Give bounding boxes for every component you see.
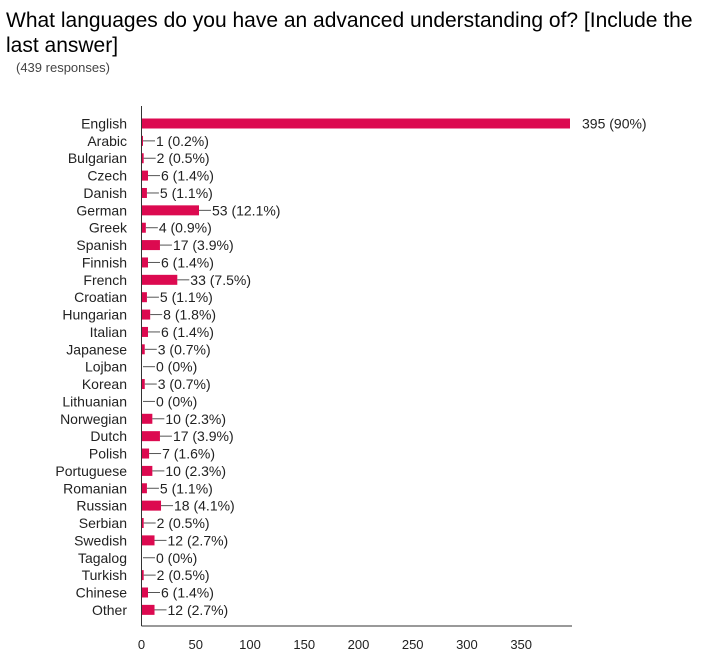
- bar: [141, 187, 147, 198]
- value-label: 10 (2.3%): [165, 411, 226, 427]
- category-label: Czech: [87, 168, 127, 184]
- category-label: Spanish: [76, 237, 127, 253]
- value-label: 18 (4.1%): [174, 498, 235, 514]
- bar: [141, 448, 150, 459]
- category-label: Polish: [89, 446, 127, 462]
- value-label: 17 (3.9%): [173, 237, 234, 253]
- value-label: 1 (0.2%): [156, 133, 209, 149]
- bar: [141, 587, 149, 598]
- value-label: 17 (3.9%): [173, 428, 234, 444]
- category-label: Bulgarian: [68, 150, 127, 166]
- bar: [141, 500, 162, 511]
- category-label: Lithuanian: [62, 393, 127, 409]
- value-label: 7 (1.6%): [162, 446, 215, 462]
- bars-group: English 395 (90%) Arabic 1 (0.2%) Bulgarian 2…: [55, 116, 646, 618]
- bar: [141, 535, 155, 546]
- category-label: Russian: [76, 498, 127, 514]
- category-label: Romanian: [63, 480, 127, 496]
- category-label: Japanese: [66, 341, 127, 357]
- value-label: 0 (0%): [156, 550, 197, 566]
- x-tick-label: 0: [138, 637, 145, 652]
- x-tick-label: 250: [402, 637, 424, 652]
- category-label: Turkish: [82, 567, 127, 583]
- category-label: Greek: [89, 220, 128, 236]
- value-label: 2 (0.5%): [157, 515, 210, 531]
- category-label: Dutch: [90, 428, 127, 444]
- value-label: 2 (0.5%): [157, 150, 210, 166]
- bar: [141, 604, 155, 615]
- category-label: German: [76, 202, 127, 218]
- x-tick-label: 150: [293, 637, 315, 652]
- bar: [141, 170, 149, 181]
- category-label: Italian: [90, 324, 127, 340]
- bar: [141, 205, 199, 216]
- category-label: Swedish: [74, 532, 127, 548]
- value-label: 5 (1.1%): [160, 289, 213, 305]
- category-label: Portuguese: [55, 463, 127, 479]
- response-count: (439 responses): [16, 60, 110, 75]
- value-label: 0 (0%): [156, 359, 197, 375]
- value-label: 6 (1.4%): [161, 254, 214, 270]
- category-label: English: [81, 116, 127, 132]
- value-label: 10 (2.3%): [165, 463, 226, 479]
- bar: [141, 413, 153, 424]
- category-label: Hungarian: [62, 307, 127, 323]
- bar: [141, 483, 147, 494]
- x-tick-label: 200: [348, 637, 370, 652]
- category-label: Serbian: [79, 515, 127, 531]
- x-tick-label: 300: [456, 637, 478, 652]
- category-label: Chinese: [76, 584, 128, 600]
- bar: [141, 240, 160, 251]
- chart-title: What languages do you have an advanced u…: [6, 9, 693, 57]
- bar: [141, 431, 160, 442]
- category-label: Finnish: [82, 254, 127, 270]
- bar: [141, 570, 144, 581]
- value-label: 6 (1.4%): [161, 584, 214, 600]
- category-label: Tagalog: [78, 550, 127, 566]
- value-label: 395 (90%): [582, 116, 647, 132]
- category-label: French: [83, 272, 127, 288]
- value-label: 0 (0%): [156, 393, 197, 409]
- value-label: 5 (1.1%): [160, 185, 213, 201]
- bar: [141, 274, 178, 285]
- value-label: 12 (2.7%): [168, 532, 229, 548]
- category-label: Danish: [83, 185, 127, 201]
- value-label: 4 (0.9%): [159, 220, 212, 236]
- x-tick-label: 350: [510, 637, 532, 652]
- bar: [141, 379, 145, 390]
- x-axis: 0 50 100 150 200 250 300 350: [138, 106, 572, 652]
- bar: [141, 344, 145, 355]
- bar: [141, 326, 149, 337]
- bar: [141, 292, 147, 303]
- category-label: Korean: [82, 376, 127, 392]
- bar: [141, 309, 151, 320]
- value-label: 12 (2.7%): [168, 602, 229, 618]
- bar: [141, 257, 149, 268]
- x-tick-label: 50: [189, 637, 203, 652]
- bar: [141, 135, 143, 146]
- category-label: Norwegian: [60, 411, 127, 427]
- category-label: Croatian: [74, 289, 127, 305]
- value-label: 2 (0.5%): [157, 567, 210, 583]
- category-label: Other: [92, 602, 127, 618]
- bar: [141, 153, 144, 164]
- value-label: 8 (1.8%): [163, 307, 216, 323]
- bar: [141, 518, 144, 529]
- x-tick-label: 100: [239, 637, 261, 652]
- value-label: 33 (7.5%): [190, 272, 251, 288]
- value-label: 53 (12.1%): [212, 202, 280, 218]
- value-label: 5 (1.1%): [160, 480, 213, 496]
- bar: [141, 465, 153, 476]
- bar: [141, 118, 570, 129]
- category-label: Arabic: [87, 133, 127, 149]
- value-label: 3 (0.7%): [158, 341, 211, 357]
- category-label: Lojban: [85, 359, 127, 375]
- bar: [141, 222, 146, 233]
- value-label: 6 (1.4%): [161, 168, 214, 184]
- value-label: 6 (1.4%): [161, 324, 214, 340]
- value-label: 3 (0.7%): [158, 376, 211, 392]
